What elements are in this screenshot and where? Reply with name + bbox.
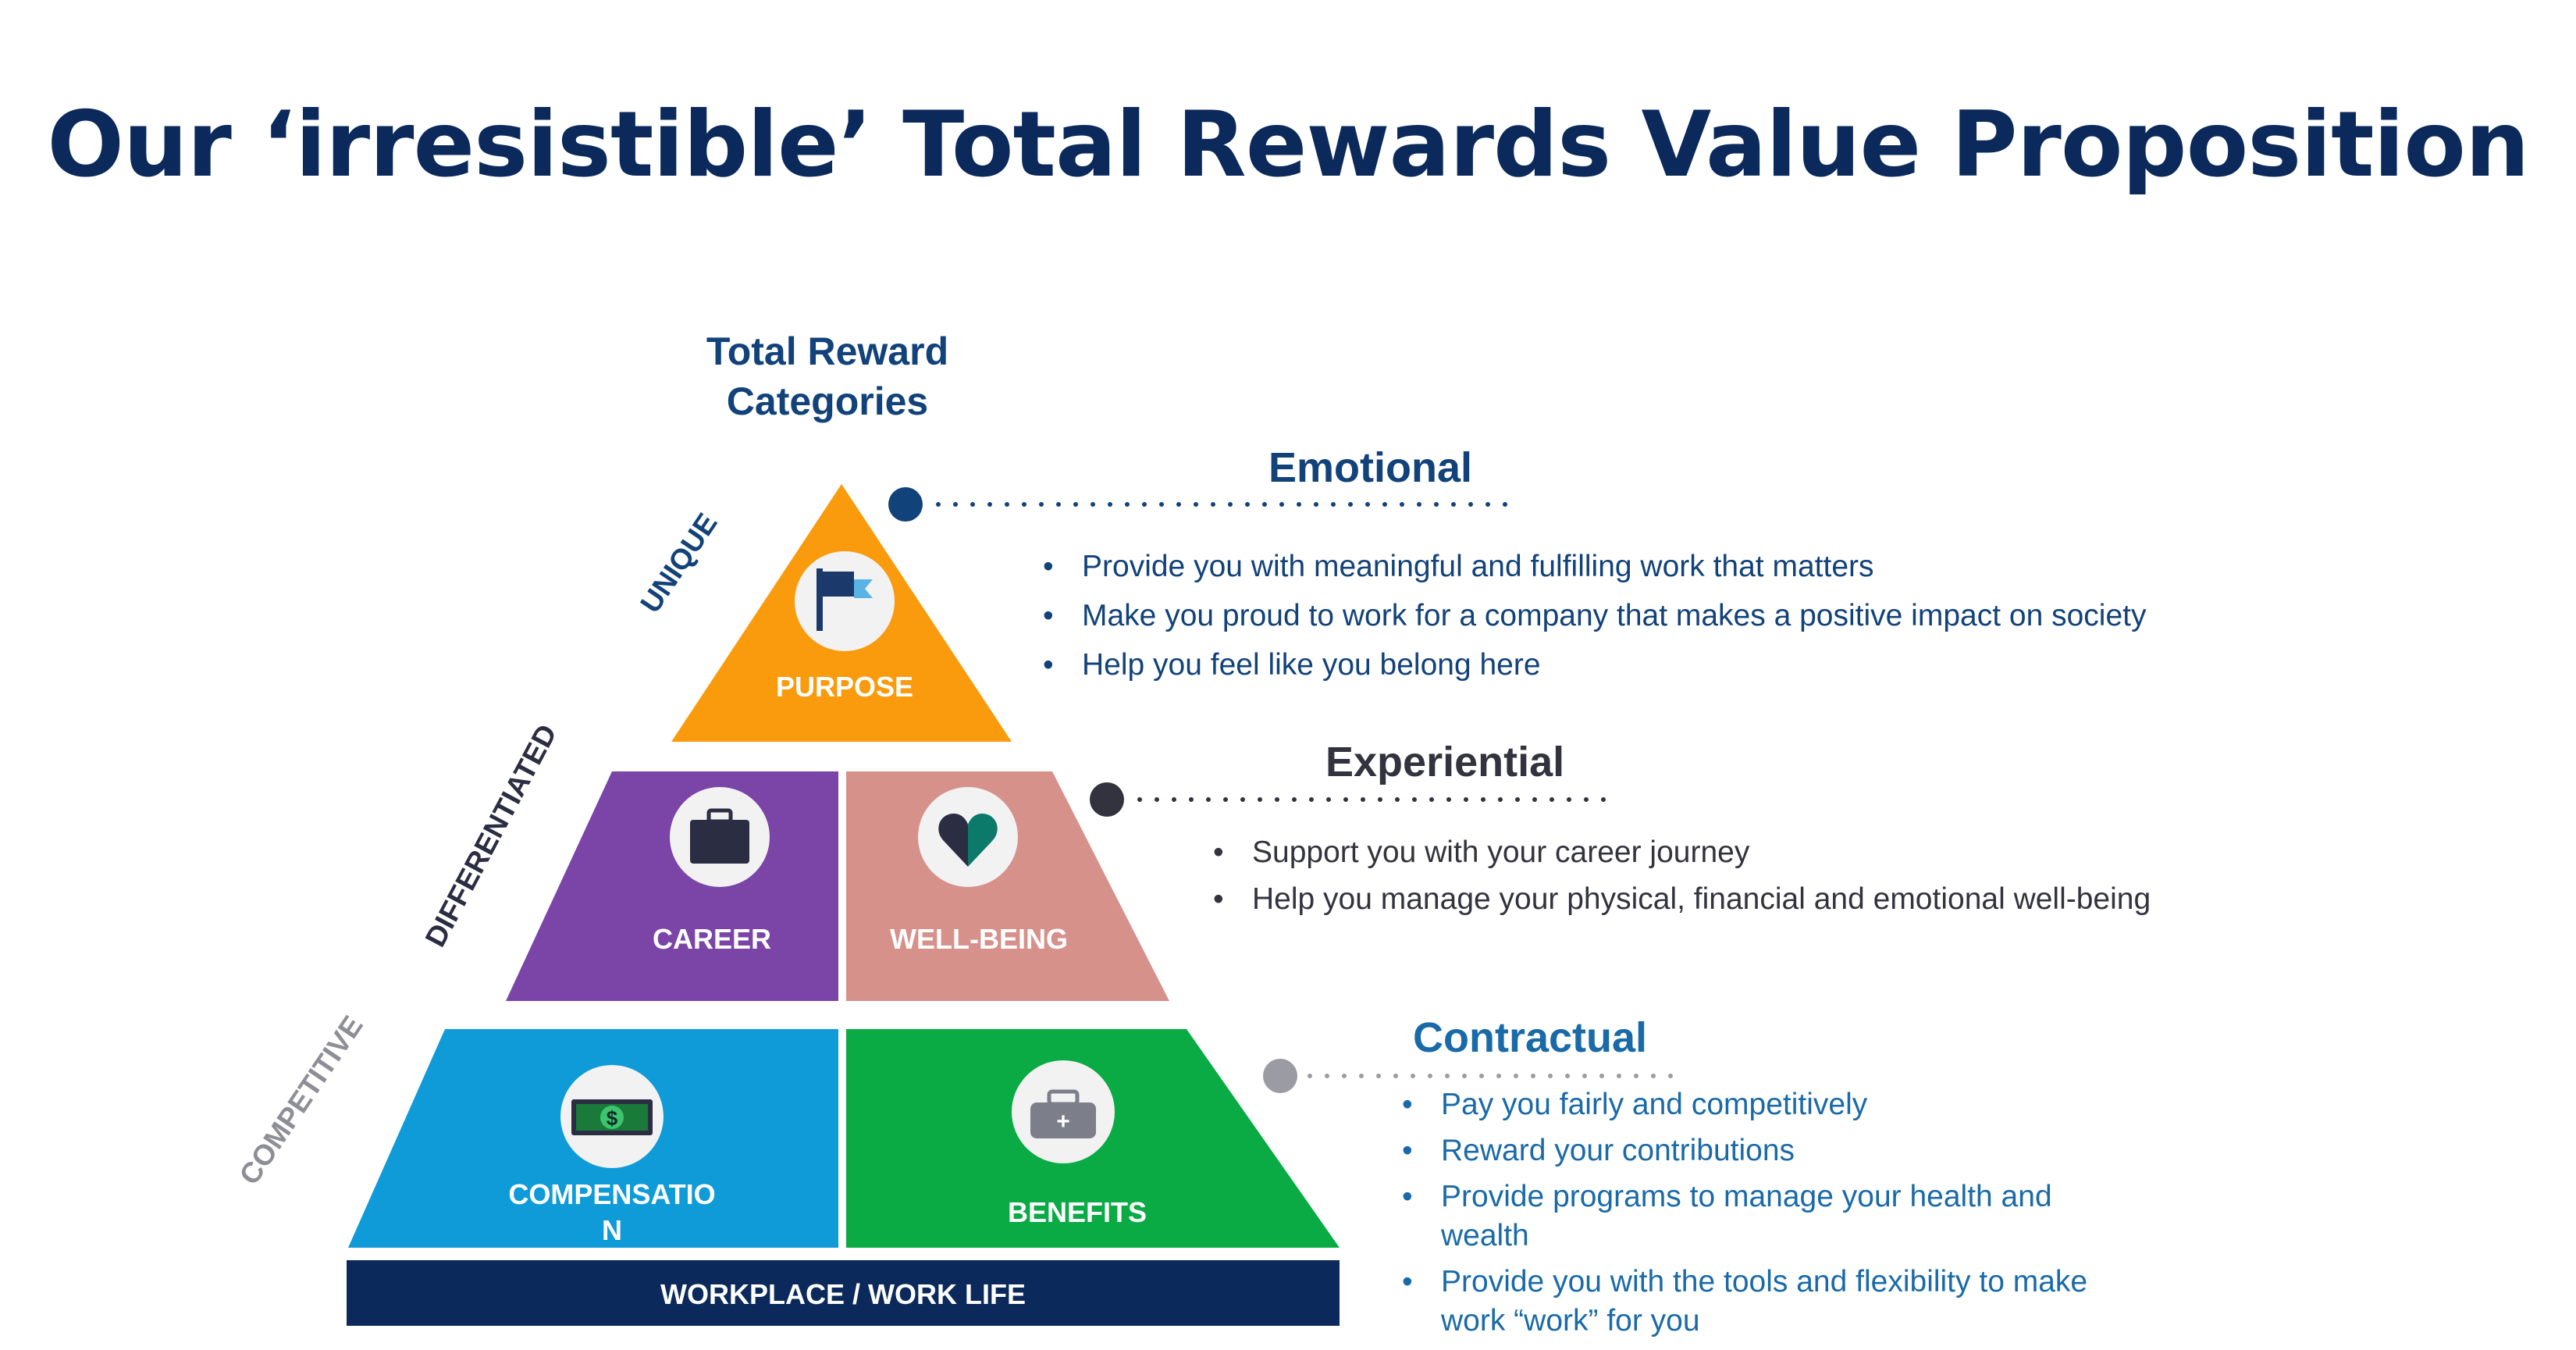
- briefcase-icon: [690, 808, 749, 864]
- career-label: CAREER: [653, 923, 771, 955]
- list-item: Help you feel like you belong here: [1038, 645, 2521, 686]
- emotional-bullets: Provide you with meaningful and fulfilli…: [1038, 547, 2521, 694]
- emotional-connector-dot: [888, 487, 923, 522]
- list-item: Support you with your career journey: [1208, 834, 2535, 871]
- tier-label-differentiated: DIFFERENTIATED: [419, 719, 563, 952]
- workplace-bar: [347, 1260, 1340, 1326]
- contractual-connector-dot: [1263, 1059, 1297, 1093]
- experiential-connector-dot: [1090, 782, 1124, 817]
- career-segment: [506, 771, 838, 1001]
- purpose-label: PURPOSE: [776, 671, 913, 703]
- contractual-heading: Contractual: [1413, 1014, 1648, 1061]
- compensation-label-line1: COMPENSATIO: [508, 1178, 715, 1210]
- list-item: Provide programs to manage your health a…: [1397, 1177, 2100, 1256]
- experiential-heading: Experiential: [1325, 739, 1565, 785]
- list-item: Reward your contributions: [1397, 1131, 2100, 1170]
- experiential-bullets: Support you with your career journey Hel…: [1208, 834, 2535, 928]
- purpose-icon-circle: [795, 551, 895, 651]
- list-item: Pay you fairly and competitively: [1397, 1085, 2100, 1124]
- list-item: Help you manage your physical, financial…: [1208, 881, 2535, 918]
- svg-text:+: +: [1056, 1109, 1070, 1134]
- compensation-label-line2: N: [602, 1214, 622, 1246]
- heart-icon: [938, 814, 998, 867]
- list-item: Provide you with meaningful and fulfilli…: [1038, 547, 2521, 587]
- workplace-label: WORKPLACE / WORK LIFE: [660, 1278, 1026, 1310]
- emotional-heading: Emotional: [1268, 444, 1473, 491]
- medical-kit-icon: +: [1030, 1089, 1096, 1138]
- svg-text:$: $: [607, 1106, 618, 1130]
- page-title: Our ‘irresistible’ Total Rewards Value P…: [47, 92, 2529, 198]
- list-item: Provide you with the tools and flexibili…: [1397, 1263, 2100, 1341]
- tier-label-competitive: COMPETITIVE: [233, 1010, 369, 1191]
- pyramid-heading: Total Reward Categories: [706, 329, 949, 423]
- list-item: Make you proud to work for a company tha…: [1038, 596, 2521, 636]
- wellbeing-label: WELL-BEING: [890, 923, 1068, 955]
- flag-icon: [817, 568, 873, 631]
- tier-label-unique: UNIQUE: [634, 508, 723, 618]
- benefits-label: BENEFITS: [1008, 1196, 1147, 1228]
- contractual-bullets: Pay you fairly and competitively Reward …: [1397, 1085, 2100, 1348]
- money-icon: $: [571, 1099, 653, 1135]
